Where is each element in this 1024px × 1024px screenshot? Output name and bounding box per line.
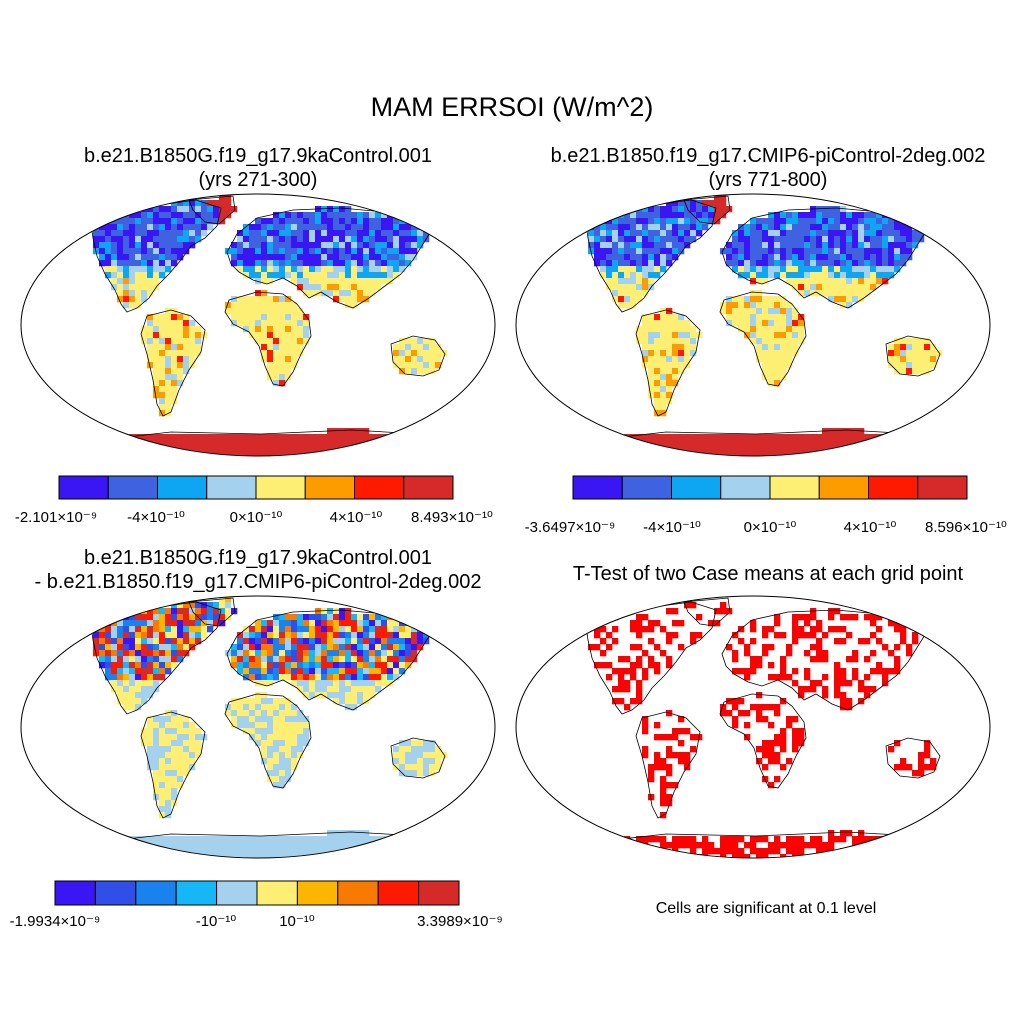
colorbar-tick-label: -3.6497×10⁻⁹ [524, 519, 616, 536]
coastline-southAmerica [140, 711, 206, 819]
colorbar-swatch [572, 475, 623, 500]
coastline-southAmerica [635, 309, 701, 417]
colorbar-swatch [621, 475, 672, 500]
colorbar-difference [54, 880, 460, 906]
colorbar-swatch [107, 475, 158, 500]
colorbar-tick-label: -4×10⁻¹⁰ [643, 519, 701, 536]
colorbar-swatch [255, 475, 306, 500]
coastline-northAmerica [90, 199, 222, 313]
colorbar-swatch [354, 475, 405, 500]
colorbar-swatch [216, 880, 258, 906]
colorbar-case2 [572, 475, 968, 500]
colorbar-tick-label: 3.3989×10⁻⁹ [417, 913, 503, 930]
colorbar-swatch [403, 475, 454, 500]
colorbar-swatch [720, 475, 771, 500]
panel-title-case1: b.e21.B1850G.f19_g17.9kaControl.001 (yrs… [84, 144, 432, 192]
main-title: MAM ERRSOI (W/m^2) [370, 92, 654, 122]
panel-title-difference: b.e21.B1850G.f19_g17.9kaControl.001 - b.… [35, 546, 482, 594]
colorbar-swatch [818, 475, 869, 500]
map-border [20, 595, 496, 859]
panel-title-difference-line1: b.e21.B1850G.f19_g17.9kaControl.001 [83, 547, 433, 569]
colorbar-tick-label: -1.9934×10⁻⁹ [9, 913, 101, 930]
colorbar-swatch [769, 475, 820, 500]
grid-cells [87, 194, 448, 456]
colorbar-swatch [296, 880, 339, 906]
colorbar-swatch [418, 880, 460, 906]
coastline-africa [224, 291, 312, 387]
panel-title-case1-line1: b.e21.B1850G.f19_g17.9kaControl.001 [83, 145, 433, 167]
colorbar-tick-label: 4×10⁻¹⁰ [329, 509, 383, 526]
coastline-northAmerica [585, 199, 717, 313]
colorbar-tick-label: 4×10⁻¹⁰ [843, 519, 897, 536]
ocean-background [516, 596, 990, 858]
coastline-southAmerica [140, 309, 206, 417]
colorbar-case1 [58, 475, 454, 500]
coastline-africa [224, 693, 312, 789]
colorbar-swatch [135, 880, 177, 906]
colorbar-swatch [206, 475, 257, 500]
colorbar-swatch [304, 475, 355, 500]
grid-cells [582, 194, 943, 456]
colorbar-tick-label: 10⁻¹⁰ [279, 913, 315, 930]
colorbar-swatch [337, 880, 379, 906]
colorbar-swatch [256, 880, 298, 906]
colorbar-tick-label: -10⁻¹⁰ [195, 913, 237, 930]
coastline-greenland [188, 195, 236, 225]
panel-title-ttest: T-Test of two Case means at each grid po… [573, 562, 963, 586]
coastline-eurasia [226, 207, 434, 309]
coastline-australia [390, 335, 446, 377]
colorbar-swatch [868, 475, 919, 500]
map-case1 [20, 193, 496, 457]
colorbar-tick-label: 0×10⁻¹⁰ [229, 509, 283, 526]
colorbar-swatch [54, 880, 96, 906]
colorbar-swatch [157, 475, 208, 500]
map-border [515, 595, 991, 859]
colorbar-swatch [917, 475, 968, 500]
coastline-africa [719, 693, 807, 789]
map-border [20, 193, 496, 457]
coastline-northAmerica [585, 601, 717, 715]
panel-title-case2-line1: b.e21.B1850.f19_g17.CMIP6-piControl-2deg… [550, 145, 986, 167]
coastline-southAmerica [635, 711, 701, 819]
colorbar-swatch [58, 475, 109, 500]
coastline-eurasia [721, 207, 929, 309]
colorbar-swatch [671, 475, 722, 500]
panel-title-ttest-line1: T-Test of two Case means at each grid po… [572, 563, 964, 585]
coastline-northAmerica [90, 601, 222, 715]
colorbar-tick-label: 0×10⁻¹⁰ [743, 519, 797, 536]
coastline-greenland [188, 597, 236, 627]
coastline-greenland [683, 597, 731, 627]
map-difference [20, 595, 496, 859]
coastline-australia [390, 737, 446, 779]
panel-title-case2: b.e21.B1850.f19_g17.CMIP6-piControl-2deg… [551, 144, 986, 192]
panel-title-case1-line2: (yrs 271-300) [198, 169, 318, 191]
coastline-australia [885, 737, 941, 779]
panel-title-case2-line2: (yrs 771-800) [708, 169, 828, 191]
colorbar-tick-label: -2.101×10⁻⁹ [14, 509, 98, 526]
coastline-eurasia [226, 609, 434, 711]
colorbar-tick-label: -4×10⁻¹⁰ [127, 509, 185, 526]
colorbar-swatch [377, 880, 420, 906]
significance-note: Cells are significant at 0.1 level [655, 900, 877, 917]
colorbar-swatch [175, 880, 218, 906]
colorbar-tick-label: 8.493×10⁻¹⁰ [411, 509, 493, 526]
panel-title-difference-line2: - b.e21.B1850.f19_g17.CMIP6-piControl-2d… [34, 571, 482, 593]
coastline-africa [719, 291, 807, 387]
map-border [515, 193, 991, 457]
colorbar-swatch [94, 880, 137, 906]
coastline-eurasia [721, 609, 929, 711]
map-case2 [515, 193, 991, 457]
colorbar-tick-label: 8.596×10⁻¹⁰ [925, 519, 1007, 536]
map-ttest [515, 595, 991, 859]
coastline-greenland [683, 195, 731, 225]
coastline-australia [885, 335, 941, 377]
